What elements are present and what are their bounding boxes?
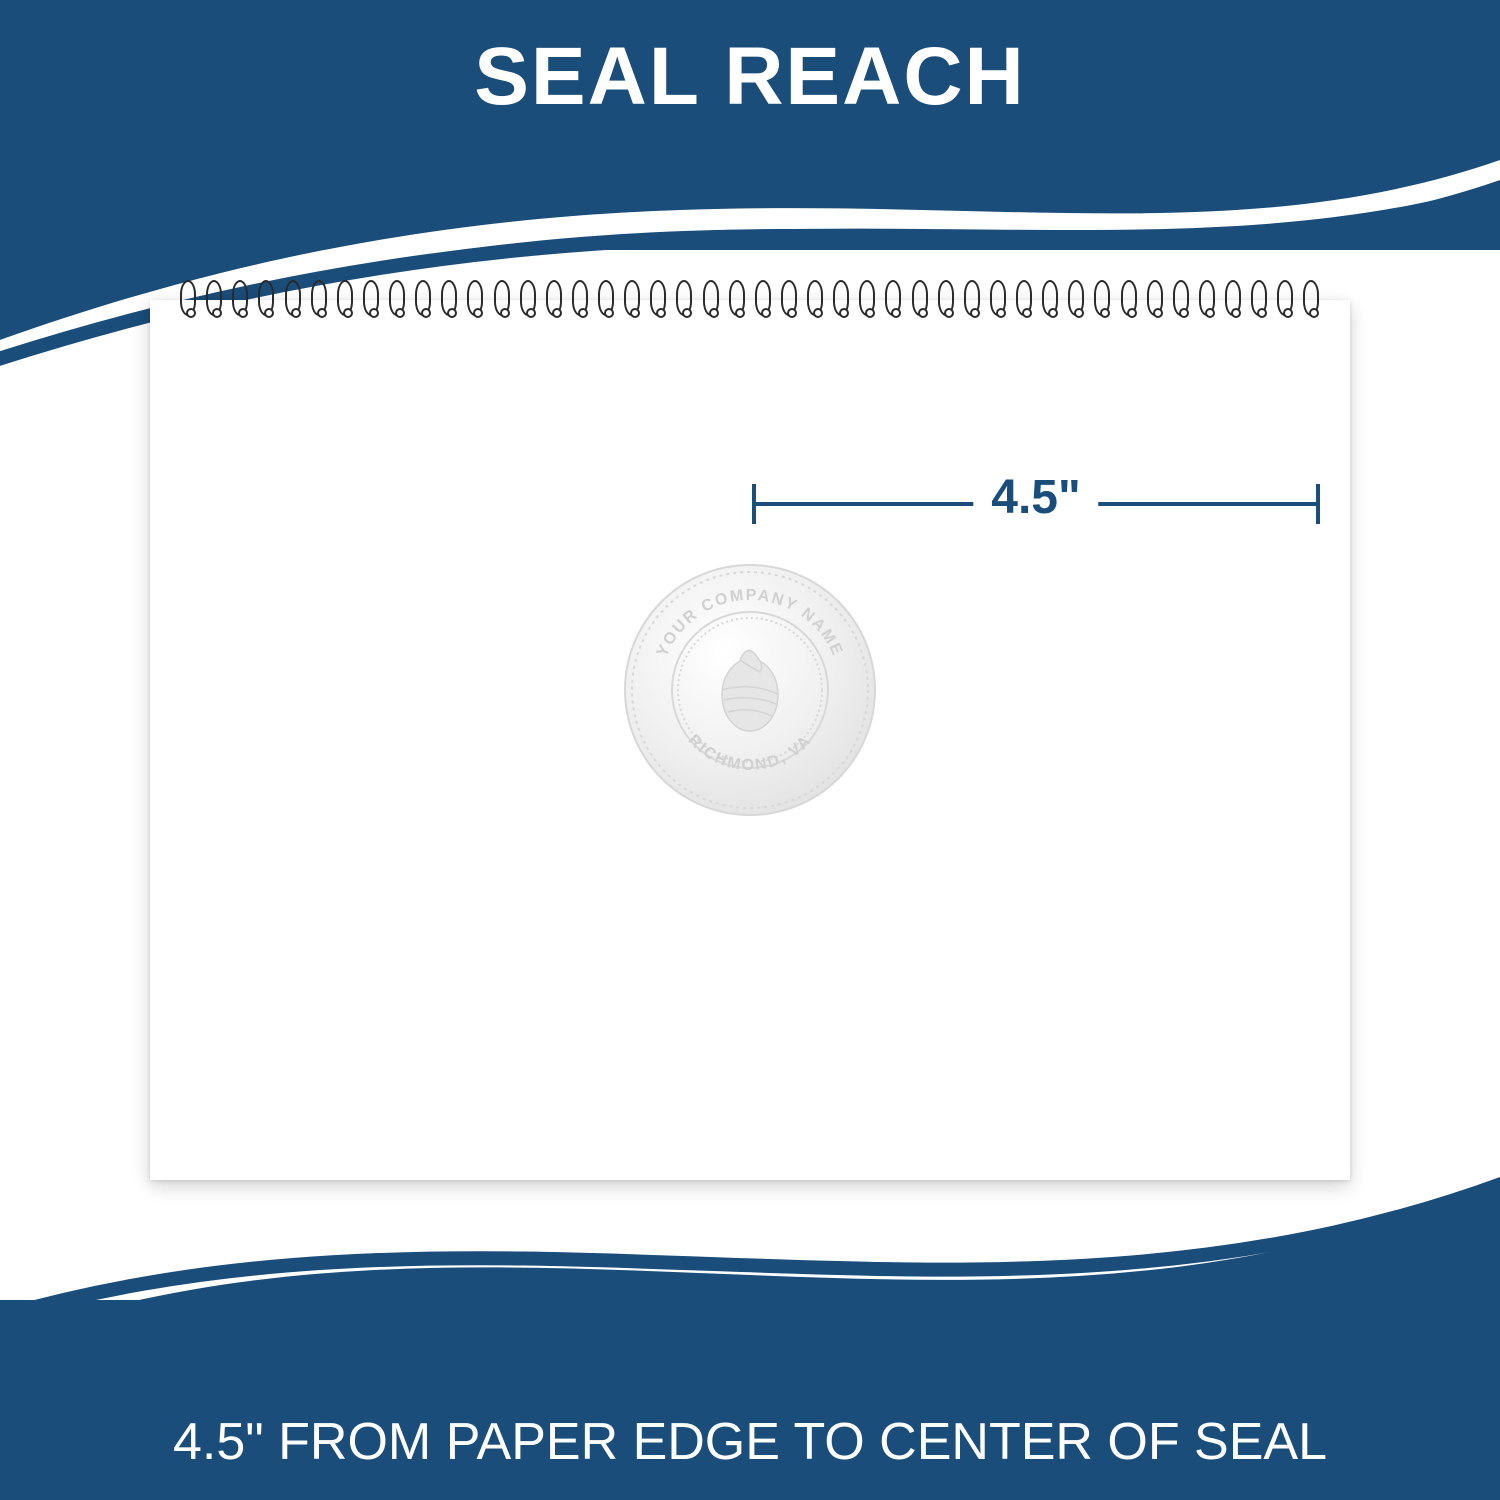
page-title: SEAL REACH (0, 0, 1500, 124)
bottom-banner: 4.5" FROM PAPER EDGE TO CENTER OF SEAL (0, 1300, 1500, 1500)
top-banner: SEAL REACH (0, 0, 1500, 250)
measure-cap-right (1316, 484, 1320, 524)
notebook-spiral-binding (180, 280, 1320, 320)
embossed-seal: YOUR COMPANY NAME RICHMOND, VA (620, 560, 880, 820)
measure-value: 4.5" (973, 470, 1098, 525)
footer-text: 4.5" FROM PAPER EDGE TO CENTER OF SEAL (0, 1412, 1500, 1472)
measurement-indicator: 4.5" (752, 478, 1320, 528)
